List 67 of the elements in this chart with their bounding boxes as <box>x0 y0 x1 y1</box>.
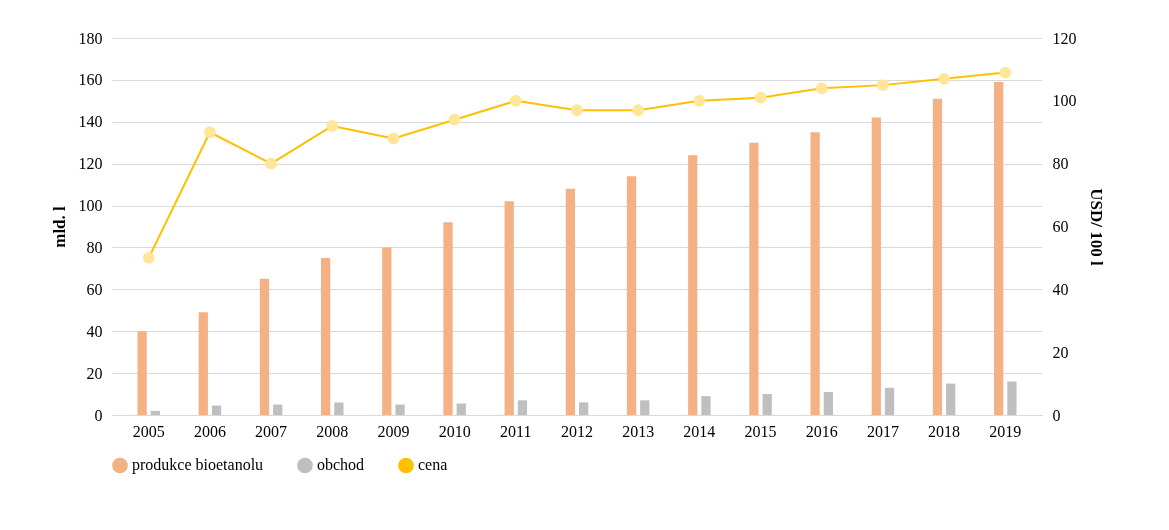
x-tick-label: 2006 <box>193 422 226 440</box>
bar <box>946 383 956 415</box>
x-tick-label: 2014 <box>683 422 716 440</box>
bar <box>443 222 453 415</box>
bar <box>565 188 576 415</box>
bar <box>517 400 528 415</box>
legend-label: cena <box>418 456 448 474</box>
x-tick-label: 2015 <box>744 422 777 440</box>
bar <box>504 201 514 415</box>
bar <box>626 176 637 415</box>
y-axis-title: mld. l <box>49 205 69 248</box>
y-tick-label: 120 <box>78 155 103 173</box>
x-tick-label: 2010 <box>438 422 471 440</box>
bar <box>578 402 589 415</box>
y2-tick-label: 0 <box>1052 406 1061 424</box>
bar <box>334 402 344 415</box>
bar <box>273 404 283 415</box>
bar <box>701 396 711 415</box>
bar <box>749 142 759 415</box>
bar <box>259 278 270 415</box>
bar <box>932 98 943 415</box>
y2-tick-label: 120 <box>1052 29 1077 47</box>
y2-tick-label: 20 <box>1052 343 1069 361</box>
y-tick-label: 160 <box>78 71 103 89</box>
x-tick-label: 2016 <box>805 422 838 440</box>
bar <box>382 247 392 415</box>
y2-tick-label: 40 <box>1052 280 1069 298</box>
bar <box>688 155 698 415</box>
x-tick-label: 2008 <box>316 422 349 440</box>
bar <box>395 404 405 415</box>
y-tick-label: 80 <box>86 238 103 256</box>
legend-label: obchod <box>317 456 365 474</box>
bar <box>762 394 772 415</box>
y2-tick-label: 100 <box>1052 92 1077 110</box>
y-tick-label: 0 <box>94 406 103 424</box>
x-tick-label: 2019 <box>989 422 1022 440</box>
bar <box>994 81 1004 415</box>
bar <box>871 117 881 415</box>
bar <box>1007 381 1017 415</box>
bar <box>211 405 222 415</box>
y-tick-label: 60 <box>86 280 103 298</box>
bar <box>321 257 331 415</box>
y-tick-label: 140 <box>78 113 103 131</box>
x-tick-label: 2009 <box>377 422 410 440</box>
x-tick-label: 2007 <box>255 422 288 440</box>
y-tick-label: 20 <box>86 364 103 382</box>
bar <box>456 403 466 415</box>
bar <box>884 387 895 415</box>
y-tick-label: 100 <box>78 197 103 215</box>
y-tick-label: 180 <box>78 29 103 47</box>
bar <box>823 391 833 415</box>
x-tick-label: 2018 <box>928 422 961 440</box>
legend-label: produkce bioetanolu <box>132 456 264 475</box>
x-tick-label: 2005 <box>132 422 165 440</box>
x-tick-label: 2011 <box>500 422 532 440</box>
y2-axis-title: USD/ 100 l <box>1086 188 1106 266</box>
bar <box>150 410 160 415</box>
x-tick-label: 2013 <box>622 422 655 440</box>
x-tick-label: 2012 <box>561 422 593 440</box>
bar <box>137 331 147 415</box>
y2-tick-label: 80 <box>1052 155 1069 173</box>
x-tick-label: 2017 <box>866 422 899 440</box>
y2-tick-label: 60 <box>1052 218 1069 235</box>
bar <box>198 312 208 415</box>
bar <box>640 400 650 415</box>
y-tick-label: 40 <box>86 322 103 340</box>
bar <box>810 132 820 415</box>
